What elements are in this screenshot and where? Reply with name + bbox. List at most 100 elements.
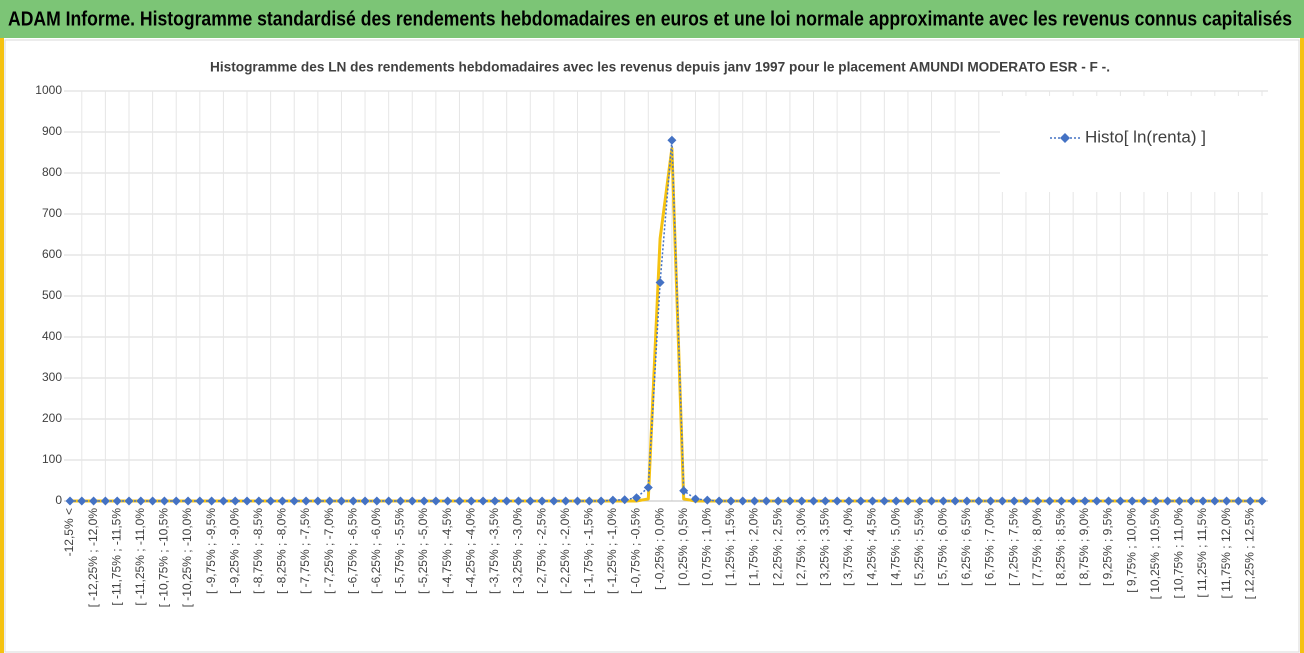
x-tick-label: [ 10,75% ; 11,0% <box>1172 508 1186 599</box>
data-point <box>986 496 996 506</box>
data-point <box>572 496 582 506</box>
data-point <box>372 496 382 506</box>
data-point <box>797 496 807 506</box>
x-tick-label: [ 9,25% ; 9,5% <box>1101 508 1115 586</box>
y-tick-label: 300 <box>42 370 62 384</box>
data-point <box>962 496 972 506</box>
x-tick-label: [ 11,75% ; 12,0% <box>1219 508 1233 599</box>
data-point <box>691 494 701 504</box>
data-point <box>1233 496 1243 506</box>
x-tick-label: [ 0,25% ; 0,5% <box>676 508 690 586</box>
x-tick-label: [ -2,25% ; -2,0% <box>558 508 572 594</box>
data-point <box>230 496 240 506</box>
data-point <box>1222 496 1232 506</box>
data-point <box>348 496 358 506</box>
data-point <box>266 496 276 506</box>
y-tick-label: 700 <box>42 206 62 220</box>
x-tick-label: [ -3,75% ; -3,5% <box>487 508 501 594</box>
data-point <box>1127 496 1137 506</box>
x-tick-label: [ -12,25% ; -12,0% <box>86 508 100 608</box>
data-point <box>667 135 677 145</box>
data-point <box>832 496 842 506</box>
x-tick-label: [ -0,25% ; 0,0% <box>652 508 666 590</box>
data-point <box>254 496 264 506</box>
data-point <box>844 496 854 506</box>
data-point <box>820 496 830 506</box>
x-tick-label: [ -1,75% ; -1,5% <box>581 508 595 594</box>
data-point <box>289 496 299 506</box>
x-tick-label: [ -11,25% ; -11,0% <box>133 508 147 606</box>
data-point <box>1045 496 1055 506</box>
x-tick-label: [ -7,75% ; -7,5% <box>298 508 312 594</box>
banner-title: ADAM Informe. Histogramme standardisé de… <box>8 8 1292 30</box>
x-tick-label: [ -5,75% ; -5,5% <box>393 508 407 594</box>
data-point <box>750 496 760 506</box>
data-point <box>1104 496 1114 506</box>
data-point <box>726 496 736 506</box>
y-tick-label: 1000 <box>35 83 62 97</box>
y-tick-label: 900 <box>42 124 62 138</box>
x-tick-label: [ 2,25% ; 2,5% <box>770 508 784 586</box>
data-point <box>112 496 122 506</box>
data-point <box>1198 496 1208 506</box>
legend-box <box>1000 96 1290 192</box>
x-tick-label: [ 6,75% ; 7,0% <box>983 508 997 586</box>
data-point <box>419 496 429 506</box>
x-tick-label: [ -5,25% ; -5,0% <box>416 508 430 594</box>
x-tick-label: [ 3,75% ; 4,0% <box>841 508 855 586</box>
y-tick-label: 0 <box>55 493 62 507</box>
data-point <box>478 496 488 506</box>
data-point <box>395 496 405 506</box>
y-tick-label: 200 <box>42 411 62 425</box>
x-tick-label: [ 5,25% ; 5,5% <box>912 508 926 586</box>
data-point <box>195 496 205 506</box>
data-point <box>89 496 99 506</box>
data-point <box>537 496 547 506</box>
data-point <box>584 496 594 506</box>
data-point <box>631 493 641 503</box>
x-tick-label: [ 11,25% ; 11,5% <box>1195 508 1209 598</box>
x-tick-label: [ -1,25% ; -1,0% <box>605 508 619 594</box>
data-point <box>1021 496 1031 506</box>
data-point <box>207 496 217 506</box>
data-point <box>655 277 665 287</box>
x-tick-label: [ -4,75% ; -4,5% <box>440 508 454 594</box>
data-point <box>1009 496 1019 506</box>
x-tick-label: [ -9,25% ; -9,0% <box>227 508 241 594</box>
data-point <box>525 496 535 506</box>
x-tick-label: [ -10,75% ; -10,5% <box>157 508 171 608</box>
data-point <box>1151 496 1161 506</box>
data-point <box>1174 496 1184 506</box>
legend-marker <box>1060 133 1070 143</box>
data-point <box>454 496 464 506</box>
data-point <box>856 496 866 506</box>
x-tick-label: [ -7,25% ; -7,0% <box>322 508 336 594</box>
data-point <box>1257 496 1267 506</box>
x-tick-label: [ 5,75% ; 6,0% <box>936 508 950 586</box>
x-tick-label: [ -10,25% ; -10,0% <box>180 508 194 608</box>
data-point <box>714 496 724 506</box>
x-tick-label: [ -0,75% ; -0,5% <box>629 508 643 594</box>
x-tick-label: -12,5% < <box>62 508 76 556</box>
data-point <box>431 496 441 506</box>
data-point <box>407 496 417 506</box>
x-tick-label: [ 4,25% ; 4,5% <box>865 508 879 586</box>
y-tick-label: 500 <box>42 288 62 302</box>
x-tick-label: [ -4,25% ; -4,0% <box>463 508 477 594</box>
data-point <box>915 496 925 506</box>
data-point <box>466 496 476 506</box>
x-tick-label: [ -2,75% ; -2,5% <box>534 508 548 594</box>
data-point <box>313 496 323 506</box>
data-point <box>809 496 819 506</box>
data-point <box>513 496 523 506</box>
x-tick-label: [ -9,75% ; -9,5% <box>204 508 218 594</box>
data-point <box>561 496 571 506</box>
data-point <box>301 496 311 506</box>
data-point <box>738 496 748 506</box>
data-point <box>773 496 783 506</box>
y-tick-label: 100 <box>42 452 62 466</box>
y-tick-label: 400 <box>42 329 62 343</box>
data-point <box>785 496 795 506</box>
x-tick-label: [ 6,25% ; 6,5% <box>959 508 973 586</box>
